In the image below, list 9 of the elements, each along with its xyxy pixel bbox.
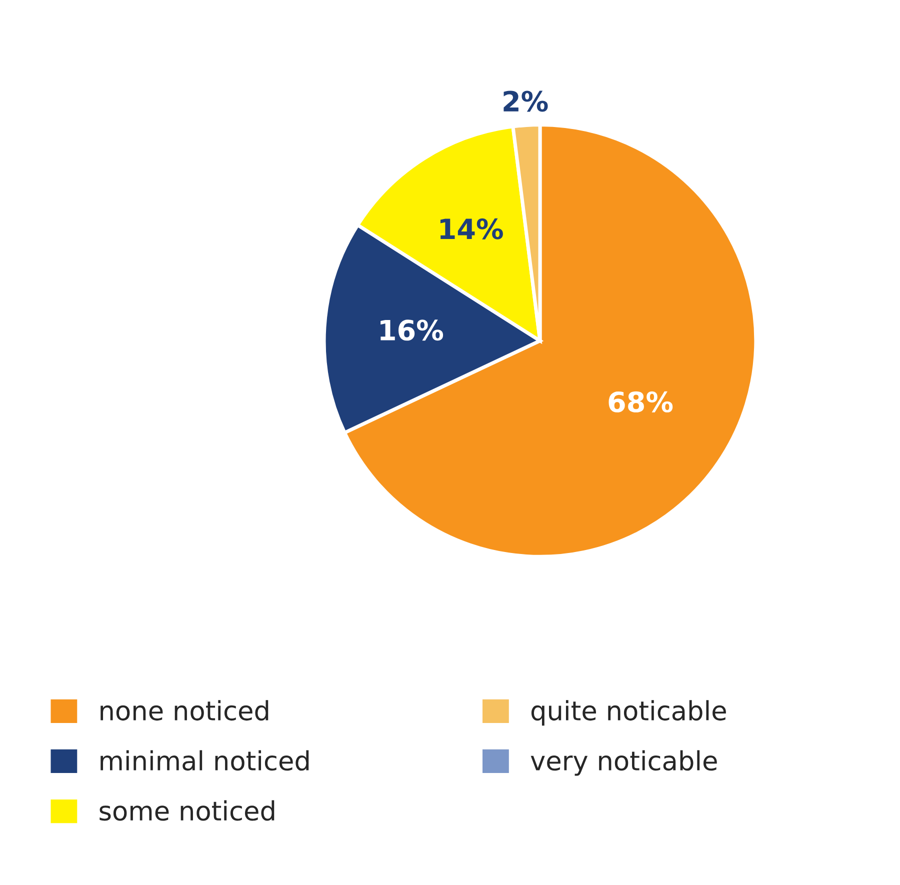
data-label: 68% [608, 391, 673, 412]
legend-label: minimal noticed [100, 750, 309, 771]
legend-label: none noticed [100, 700, 268, 721]
data-label: 2% [504, 90, 548, 112]
data-label: 14% [440, 218, 503, 240]
legend-label: very noticable [530, 750, 717, 776]
legend-label: quite noticable [531, 700, 726, 726]
legend-label: some noticed [100, 800, 274, 821]
data-label: 16% [380, 320, 444, 341]
